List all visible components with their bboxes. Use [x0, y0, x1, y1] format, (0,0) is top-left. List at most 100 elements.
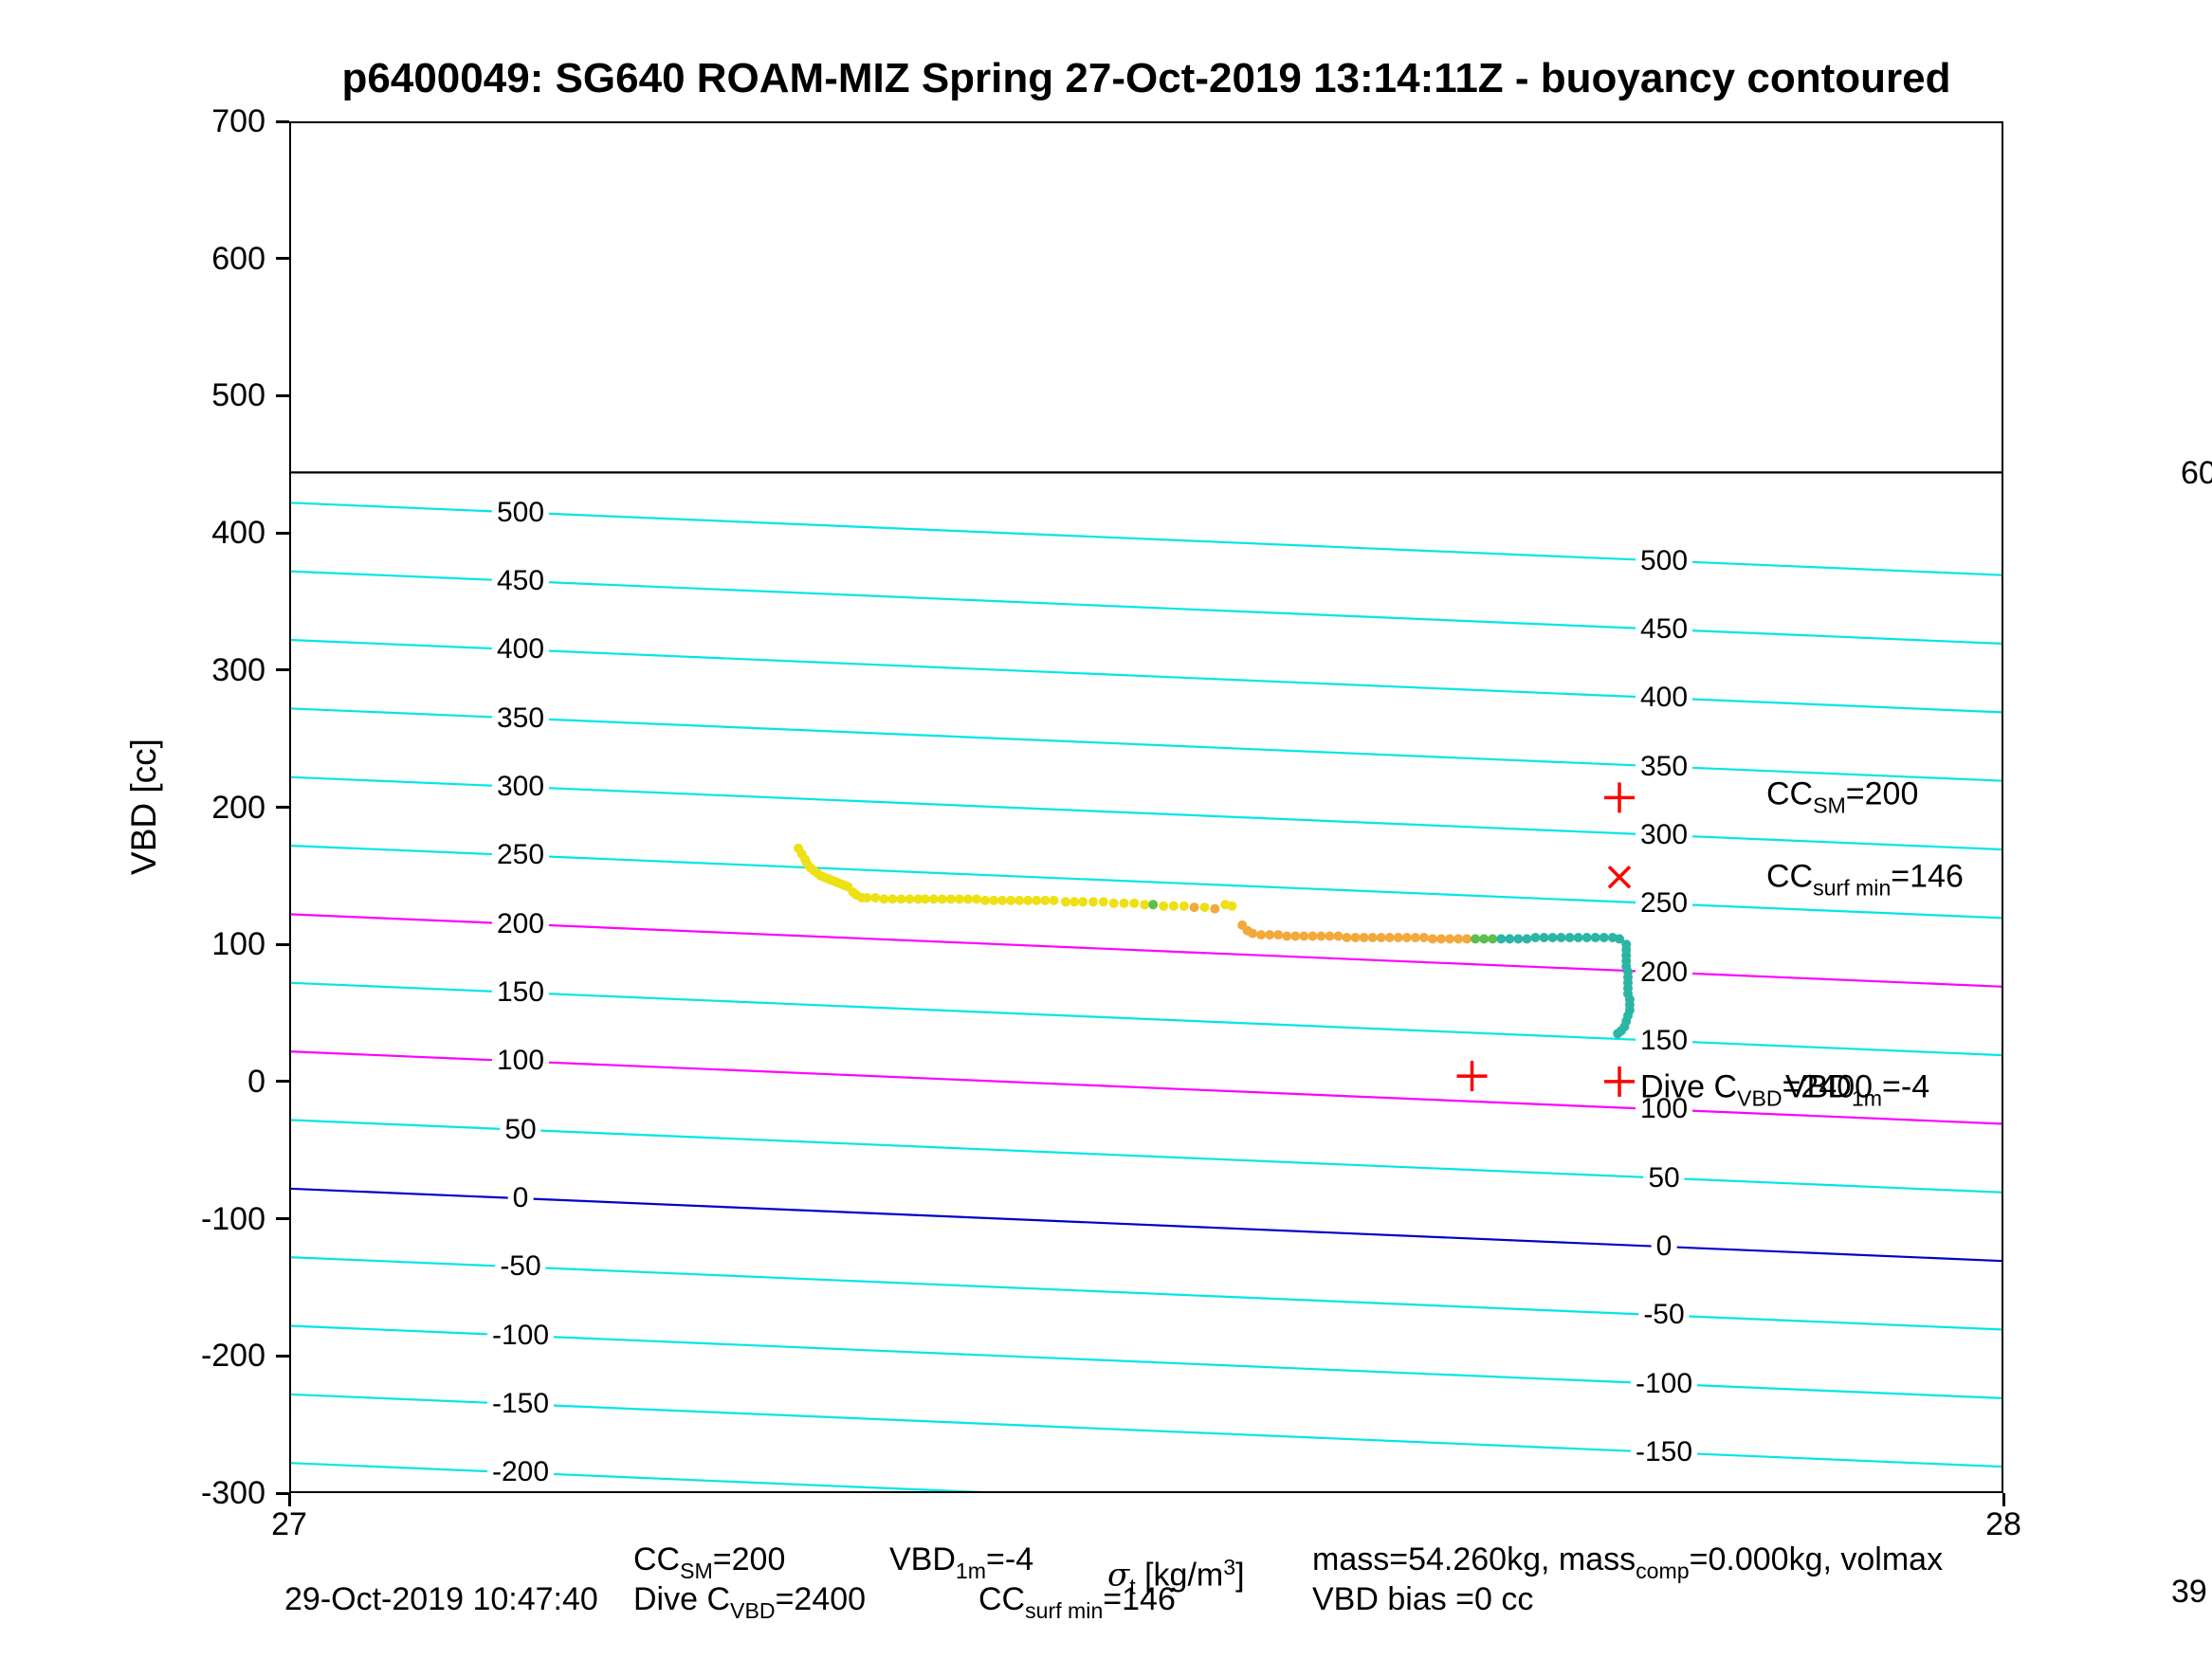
dive-track-point: [1325, 931, 1335, 941]
footer-text: mass=54.260kg, mass: [1312, 1541, 1636, 1577]
x-tick-label: 28: [1985, 1506, 2021, 1542]
contour-label: 400: [491, 633, 550, 665]
dive-track-point: [1615, 934, 1624, 944]
footer-text: =146: [1103, 1581, 1176, 1617]
contour-label: -150: [1630, 1436, 1698, 1468]
dive-track-point: [1453, 934, 1464, 944]
contour-label-layer: 500 450 400 350 300 250 200 150 100 50 0 -50 -100 -15…: [289, 121, 2003, 1493]
y-tick-mark: [276, 1491, 289, 1495]
dive-track-point: [1273, 930, 1284, 940]
dive-track-point: [1248, 928, 1258, 939]
dive-track-point: [980, 895, 990, 905]
dive-track-point: [1445, 934, 1454, 944]
dive-track-point: [1479, 934, 1490, 944]
dive-track-point: [945, 894, 956, 904]
y-tick-label: -100: [200, 1201, 265, 1237]
bottom-right-clipped-label: 39: [2171, 1574, 2207, 1610]
dive-track-point: [928, 894, 939, 904]
dive-track-point: [1023, 895, 1033, 905]
dive-track-point: [1350, 933, 1361, 942]
dive-track-point: [1471, 934, 1481, 944]
annotation-subscript: 1m: [1851, 1085, 1883, 1111]
footer-text: =200: [712, 1541, 786, 1577]
dive-track-point: [1488, 934, 1498, 944]
dive-track-point: [937, 894, 947, 904]
dive-track-point: [1148, 900, 1159, 910]
dive-track-point: [1462, 934, 1472, 944]
dive-track-point: [887, 894, 898, 904]
y-tick-mark: [276, 1080, 289, 1084]
contour-label: 400: [1635, 682, 1693, 714]
contour-label: 200: [491, 908, 550, 940]
y-tick-label: 200: [211, 790, 265, 826]
dive-track-point: [1179, 901, 1189, 911]
y-tick-label: 0: [247, 1064, 265, 1100]
annotation-text: =2400: [1782, 1068, 1874, 1105]
dive-track-point: [1547, 933, 1558, 942]
y-tick-label: -200: [200, 1338, 265, 1374]
dive-track-point: [972, 894, 981, 904]
contour-label: 450: [1635, 613, 1693, 646]
dive-track-point: [1049, 895, 1059, 905]
dive-track-point: [963, 894, 973, 904]
y-tick-mark: [276, 531, 289, 535]
contour-line-150: [289, 981, 2003, 1057]
footer-subscript: VBD: [730, 1597, 776, 1623]
contour-label: -100: [1630, 1368, 1698, 1400]
y-tick-mark: [276, 806, 289, 809]
contour-label: 500: [1635, 545, 1693, 577]
contour-line-350: [289, 707, 2003, 782]
dive-track-point: [1307, 931, 1318, 941]
contour-label: 0: [1651, 1231, 1677, 1263]
x-axis-label-subscript: t: [1129, 1574, 1136, 1599]
annotation-vbd-1m: VBD1m=-4: [1785, 1069, 1929, 1112]
dive-track-point: [896, 894, 906, 904]
dive-track-point: [997, 895, 1008, 905]
contour-line-450: [289, 570, 2003, 646]
footer-subscript: comp: [1636, 1558, 1690, 1583]
dive-track-point: [1342, 933, 1352, 942]
x-tick-mark: [287, 1493, 291, 1506]
dive-track-point: [1581, 933, 1592, 942]
annotation-text: =-4: [1882, 1068, 1930, 1105]
dive-track-point: [905, 894, 915, 904]
dive-track-point: [1316, 931, 1326, 941]
contour-line-300: [289, 775, 2003, 851]
contour-label: 350: [491, 702, 550, 735]
annotation-subscript: SM: [1813, 793, 1846, 818]
y-tick-label: 500: [211, 377, 265, 413]
y-tick-label: 400: [211, 515, 265, 551]
dive-track-point: [1088, 897, 1098, 907]
footer-dive-c-vbd: Dive CVBD=2400: [633, 1581, 866, 1624]
x-tick-label: 27: [271, 1506, 307, 1542]
dive-track-point: [1159, 901, 1169, 911]
y-tick-label: -300: [200, 1475, 265, 1511]
footer-mass: mass=54.260kg, masscomp=0.000kg, volmax: [1312, 1541, 1943, 1584]
dive-track-point: [1539, 933, 1549, 942]
right-edge-clipped-label: 60: [2181, 455, 2212, 491]
footer-text: =-4: [986, 1541, 1034, 1577]
dive-track-point: [1401, 933, 1412, 942]
dive-track-point: [1410, 933, 1420, 942]
dive-track-point: [1061, 897, 1070, 907]
dive-track-point: [1265, 930, 1275, 940]
dive-track-point: [1359, 933, 1369, 942]
dive-track-point: [1299, 931, 1309, 941]
dive-track-point: [1376, 933, 1386, 942]
footer-vbd-1m: VBD1m=-4: [889, 1541, 1033, 1584]
y-tick-mark: [276, 668, 289, 672]
dive-track-point: [1032, 895, 1042, 905]
dive-track-point: [1384, 933, 1395, 942]
contour-line-200: [289, 913, 2003, 988]
contour-line-500: [289, 501, 2003, 576]
footer-cc-sm: CCSM=200: [633, 1541, 785, 1584]
contour-label: -100: [486, 1320, 555, 1352]
footer-subscript: 1m: [955, 1558, 987, 1583]
annotation-text: =200: [1845, 775, 1919, 812]
dive-track-point: [913, 894, 923, 904]
annotation-text: VBD: [1785, 1068, 1852, 1105]
contour-label: 150: [1635, 1025, 1693, 1057]
dive-track-point: [1069, 897, 1080, 907]
dive-track-point: [1599, 933, 1609, 942]
footer-vbd-bias: VBD bias =0 cc: [1312, 1581, 1534, 1617]
